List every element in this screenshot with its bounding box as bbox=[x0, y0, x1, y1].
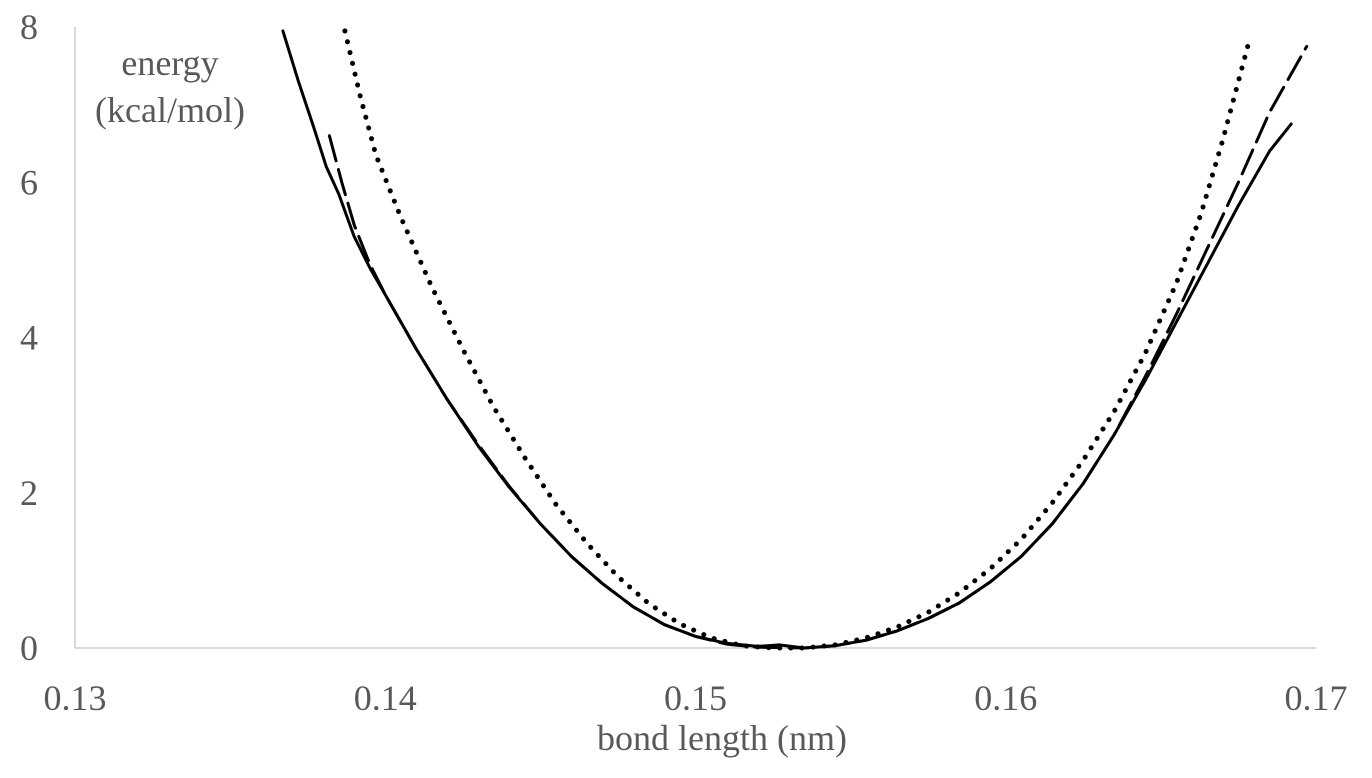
series-layer bbox=[281, 28, 1309, 651]
y-axis-title-line-1: energy bbox=[121, 43, 218, 83]
y-axis-title-line-2: (kcal/mol) bbox=[95, 90, 245, 130]
x-tick-label: 0.13 bbox=[44, 678, 107, 718]
x-tick-label: 0.14 bbox=[354, 678, 417, 718]
x-tick-label: 0.16 bbox=[974, 678, 1037, 718]
x-tick-label: 0.15 bbox=[664, 678, 727, 718]
series-solid-line bbox=[281, 29, 1293, 650]
x-axis-title: bond length (nm) bbox=[597, 718, 847, 758]
series-dashed-line bbox=[327, 44, 1309, 650]
y-tick-label: 2 bbox=[20, 473, 38, 513]
y-tick-labels: 0 2 4 6 8 bbox=[20, 7, 38, 668]
y-tick-label: 4 bbox=[20, 318, 38, 358]
y-tick-label: 6 bbox=[20, 162, 38, 202]
x-tick-labels: 0.13 0.14 0.15 0.16 0.17 bbox=[44, 678, 1348, 718]
series-dotted-line bbox=[342, 28, 1251, 651]
y-tick-label: 0 bbox=[20, 628, 38, 668]
y-tick-label: 8 bbox=[20, 7, 38, 47]
x-tick-label: 0.17 bbox=[1285, 678, 1348, 718]
